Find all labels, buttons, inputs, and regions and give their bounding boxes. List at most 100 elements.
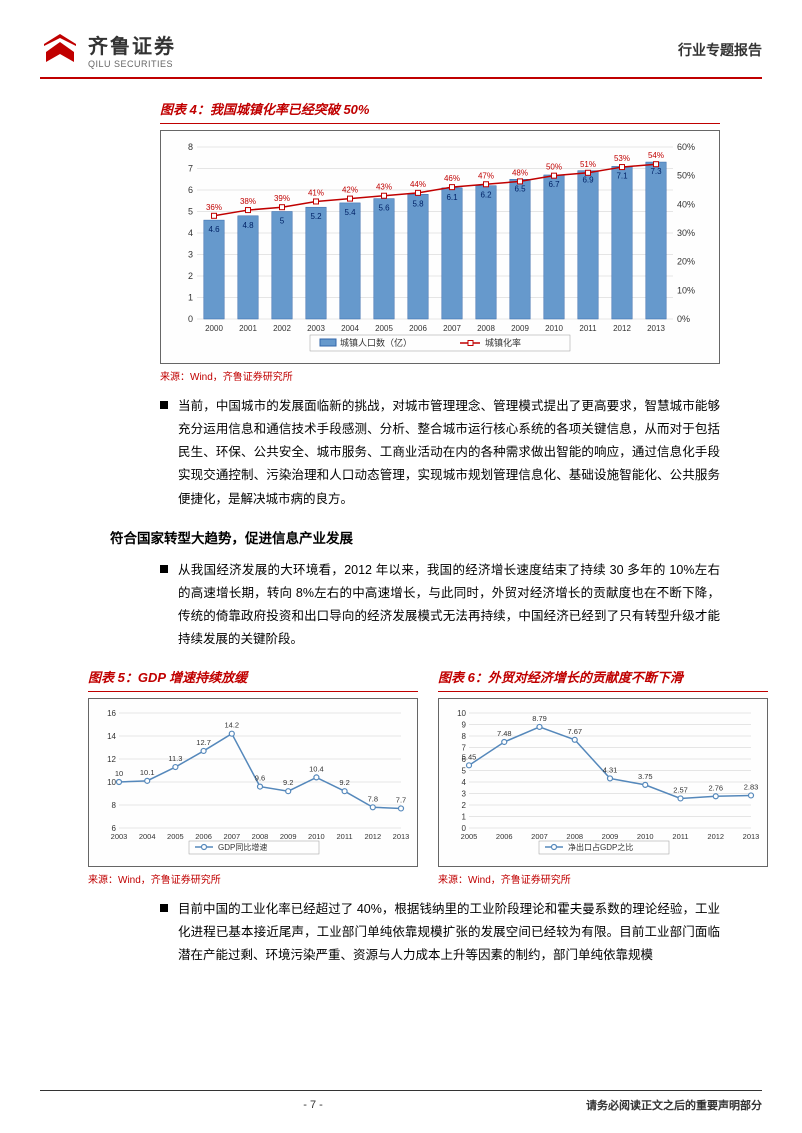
chart4-box: 0123456780%10%20%30%40%50%60%4.64.855.25… [160, 130, 720, 364]
svg-text:14.2: 14.2 [224, 721, 239, 730]
svg-text:20%: 20% [677, 257, 695, 267]
svg-text:7.7: 7.7 [396, 796, 406, 805]
svg-text:8: 8 [462, 732, 467, 741]
svg-text:48%: 48% [512, 168, 528, 177]
svg-text:7: 7 [462, 744, 467, 753]
para-item: 从我国经济发展的大环境看，2012 年以来，我国的经济增长速度结束了持续 30 … [160, 559, 720, 652]
svg-text:2007: 2007 [531, 832, 548, 841]
svg-text:5: 5 [280, 217, 285, 226]
svg-text:2010: 2010 [308, 832, 325, 841]
logo-area: 齐鲁证券 QILU SECURITIES [40, 30, 176, 69]
svg-text:7.48: 7.48 [497, 729, 512, 738]
svg-text:2006: 2006 [496, 832, 513, 841]
svg-text:2: 2 [462, 801, 467, 810]
svg-text:2012: 2012 [707, 832, 724, 841]
svg-text:10.1: 10.1 [140, 768, 155, 777]
svg-text:42%: 42% [342, 186, 358, 195]
svg-text:12.7: 12.7 [196, 738, 211, 747]
para-item: 当前，中国城市的发展面临新的挑战，对城市管理理念、管理模式提出了更高要求，智慧城… [160, 395, 720, 511]
svg-text:8.79: 8.79 [532, 714, 547, 723]
svg-text:1: 1 [188, 293, 193, 303]
chart4-source: 来源：Wind，齐鲁证券研究所 [160, 368, 720, 383]
disclaimer-text: 请务必阅读正文之后的重要声明部分 [586, 1097, 762, 1113]
svg-text:5.4: 5.4 [344, 208, 356, 217]
para-text-3: 目前中国的工业化率已经超过了 40%，根据钱纳里的工业阶段理论和霍夫曼系数的理论… [178, 898, 720, 967]
svg-text:38%: 38% [240, 197, 256, 206]
svg-text:2011: 2011 [579, 324, 597, 333]
svg-text:2004: 2004 [341, 324, 359, 333]
svg-text:6.1: 6.1 [446, 193, 458, 202]
svg-text:44%: 44% [410, 180, 426, 189]
logo-en-text: QILU SECURITIES [88, 59, 176, 69]
para-group-3: 目前中国的工业化率已经超过了 40%，根据钱纳里的工业阶段理论和霍夫曼系数的理论… [160, 898, 720, 967]
svg-text:8: 8 [112, 801, 117, 810]
svg-text:5: 5 [462, 767, 467, 776]
svg-text:6.2: 6.2 [480, 191, 492, 200]
svg-text:9.6: 9.6 [255, 774, 265, 783]
svg-text:2010: 2010 [545, 324, 563, 333]
svg-text:7.3: 7.3 [650, 167, 662, 176]
svg-text:2001: 2001 [239, 324, 257, 333]
bullet-icon [160, 565, 168, 573]
page-number: - 7 - [303, 1099, 323, 1111]
chart6-source: 来源：Wind，齐鲁证券研究所 [438, 871, 768, 886]
svg-text:30%: 30% [677, 228, 695, 238]
svg-text:2.76: 2.76 [708, 783, 723, 792]
svg-text:6.5: 6.5 [514, 184, 526, 193]
svg-text:2006: 2006 [195, 832, 212, 841]
svg-text:2003: 2003 [307, 324, 325, 333]
svg-text:2005: 2005 [461, 832, 478, 841]
svg-text:6.9: 6.9 [582, 176, 594, 185]
qilu-logo-icon [40, 32, 80, 68]
svg-text:2010: 2010 [637, 832, 654, 841]
svg-text:9.2: 9.2 [339, 778, 349, 787]
svg-text:2008: 2008 [252, 832, 269, 841]
svg-text:7.1: 7.1 [616, 171, 628, 180]
svg-text:2009: 2009 [602, 832, 619, 841]
chart4-block: 图表 4：我国城镇化率已经突破 50% 0123456780%10%20%30%… [160, 99, 720, 383]
svg-text:53%: 53% [614, 154, 630, 163]
chart5-box: 68101214161010.111.312.714.29.69.210.49.… [88, 698, 418, 867]
chart6-title: 图表 6：外贸对经济增长的贡献度不断下滑 [438, 670, 683, 685]
svg-text:7.67: 7.67 [567, 727, 582, 736]
report-type-label: 行业专题报告 [678, 40, 762, 60]
svg-text:5.45: 5.45 [462, 752, 477, 761]
chart5-svg: 68101214161010.111.312.714.29.69.210.49.… [95, 705, 411, 860]
chart5-title: 图表 5：GDP 增速持续放缓 [88, 670, 247, 685]
svg-text:50%: 50% [546, 163, 562, 172]
svg-text:2011: 2011 [337, 832, 353, 841]
svg-text:9.2: 9.2 [283, 778, 293, 787]
svg-text:5.6: 5.6 [378, 204, 390, 213]
chart6-block: 图表 6：外贸对经济增长的贡献度不断下滑 0123456789105.457.4… [438, 667, 768, 886]
svg-text:46%: 46% [444, 174, 460, 183]
chart4-title-bar: 图表 4：我国城镇化率已经突破 50% [160, 99, 720, 124]
svg-text:43%: 43% [376, 183, 392, 192]
svg-text:10: 10 [457, 709, 466, 718]
chart4-svg: 0123456780%10%20%30%40%50%60%4.64.855.25… [167, 137, 713, 357]
svg-text:4.8: 4.8 [242, 221, 254, 230]
svg-text:11.3: 11.3 [168, 754, 182, 763]
bullet-icon [160, 904, 168, 912]
svg-text:GDP同比增速: GDP同比增速 [218, 842, 267, 852]
svg-text:10%: 10% [677, 285, 695, 295]
svg-text:2008: 2008 [566, 832, 583, 841]
logo-cn-text: 齐鲁证券 [88, 30, 176, 59]
svg-text:6.7: 6.7 [548, 180, 560, 189]
svg-text:60%: 60% [677, 142, 695, 152]
svg-text:4.6: 4.6 [208, 225, 220, 234]
svg-text:2004: 2004 [139, 832, 156, 841]
chart6-svg: 0123456789105.457.488.797.674.313.752.57… [445, 705, 761, 860]
svg-text:5: 5 [188, 207, 193, 217]
svg-text:2013: 2013 [647, 324, 665, 333]
svg-text:7: 7 [188, 164, 193, 174]
svg-text:城镇化率: 城镇化率 [485, 337, 521, 348]
para-item: 目前中国的工业化率已经超过了 40%，根据钱纳里的工业阶段理论和霍夫曼系数的理论… [160, 898, 720, 967]
svg-text:47%: 47% [478, 171, 494, 180]
para-text-2: 从我国经济发展的大环境看，2012 年以来，我国的经济增长速度结束了持续 30 … [178, 559, 720, 652]
svg-text:4: 4 [462, 778, 467, 787]
bullet-icon [160, 401, 168, 409]
svg-text:12: 12 [107, 755, 116, 764]
svg-text:2.83: 2.83 [744, 783, 759, 792]
svg-text:3.75: 3.75 [638, 772, 653, 781]
page-footer: - 7 - 请务必阅读正文之后的重要声明部分 [40, 1090, 762, 1113]
